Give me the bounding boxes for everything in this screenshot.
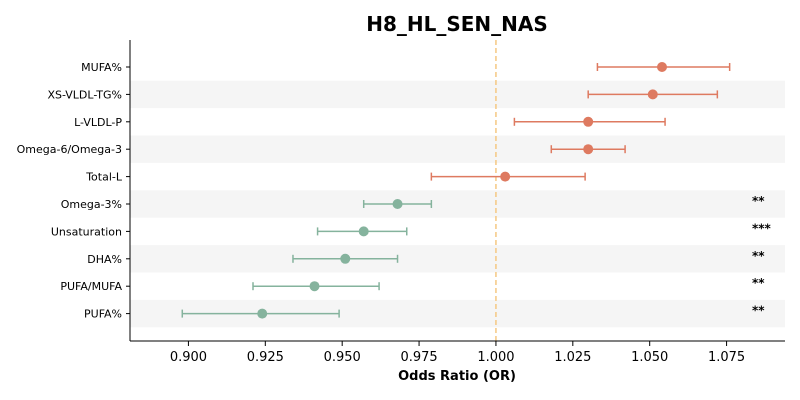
point-mufa <box>656 62 667 72</box>
y-tick-label-omega-3: Omega-3% <box>61 198 122 211</box>
point-pufa-mufa <box>309 281 320 292</box>
row-band-dha <box>130 245 785 273</box>
y-tick-label-pufa: PUFA% <box>84 308 122 321</box>
y-tick-label-pufa-mufa: PUFA/MUFA <box>60 280 122 293</box>
point-dha <box>340 253 351 264</box>
point-omega-3 <box>392 199 403 209</box>
significance-labels: *********** <box>752 194 772 318</box>
y-tick-label-total-l: Total-L <box>85 171 123 184</box>
x-tick-label-0-925: 0.925 <box>247 350 284 365</box>
x-tick-label-1-025: 1.025 <box>554 350 591 365</box>
point-l-vldl-p <box>583 116 594 127</box>
y-tick-label-dha: DHA% <box>87 253 122 266</box>
sig-label-pufa: ** <box>752 304 765 318</box>
y-tick-label-mufa: MUFA% <box>81 61 122 74</box>
sig-label-unsaturation: *** <box>752 221 772 235</box>
point-total-l <box>500 171 511 182</box>
sig-label-omega-3: ** <box>752 194 765 208</box>
x-tick-label-0-975: 0.975 <box>400 350 437 365</box>
plot-axes <box>129 40 785 342</box>
y-axis-ticks: MUFA% XS-VLDL-TG% L-VLDL-P Omega-6/Omega-3 T… <box>17 61 130 321</box>
sig-label-pufa-mufa: ** <box>752 276 765 290</box>
row-band-omega-3 <box>130 190 785 218</box>
x-tick-label-1-000: 1.000 <box>477 350 514 365</box>
point-xs-vldl-tg <box>647 89 658 100</box>
point-unsaturation <box>358 226 369 237</box>
point-pufa <box>257 308 268 319</box>
x-axis-ticks: 0.900 0.925 0.950 0.975 1.000 1.025 1.050 1.075 <box>170 341 745 365</box>
x-axis-label: Odds Ratio (OR) <box>398 369 516 384</box>
y-tick-label-l-vldl-p: L-VLDL-P <box>74 116 122 129</box>
x-tick-label-0-950: 0.950 <box>324 350 361 365</box>
x-tick-label-1-075: 1.075 <box>708 350 745 365</box>
y-tick-label-unsaturation: Unsaturation <box>51 225 122 238</box>
y-tick-label-omega-6-omega-3: Omega-6/Omega-3 <box>17 143 122 156</box>
x-tick-label-1-050: 1.050 <box>631 350 668 365</box>
point-omega-6-omega-3 <box>583 144 594 155</box>
x-tick-label-0-900: 0.900 <box>170 350 207 365</box>
chart-title: H8_HL_SEN_NAS <box>366 12 548 36</box>
y-tick-label-xs-vldl-tg: XS-VLDL-TG% <box>47 88 122 101</box>
row-band-omega-6-omega-3 <box>130 135 785 163</box>
row-bands <box>130 80 785 328</box>
odds-ratio-points <box>257 62 667 319</box>
sig-label-dha: ** <box>752 249 765 263</box>
